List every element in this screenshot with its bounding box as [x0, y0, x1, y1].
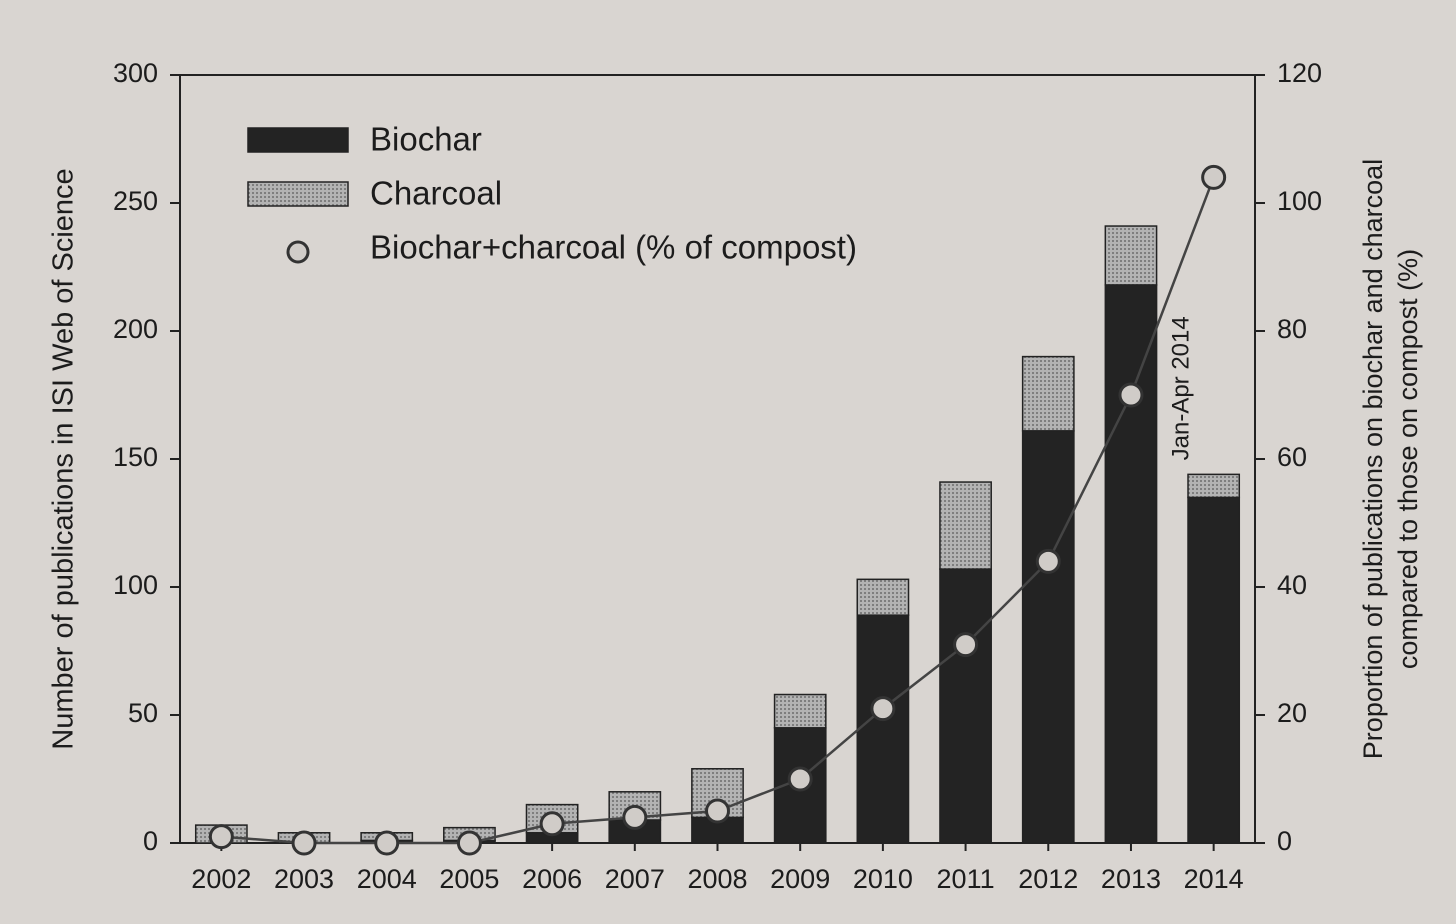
- x-tick-label: 2007: [605, 864, 665, 894]
- bar-segment: [1021, 355, 1075, 432]
- x-tick-label: 2003: [274, 864, 334, 894]
- y-tick-label: 250: [113, 186, 158, 216]
- bar-segment: [856, 614, 910, 844]
- line-point: [787, 766, 813, 792]
- bar-segment: [939, 481, 992, 570]
- y2-tick-label: 20: [1277, 698, 1307, 728]
- y2-tick-label: 60: [1277, 442, 1307, 472]
- line-point: [208, 824, 234, 850]
- y2-tick-label: 0: [1277, 826, 1292, 856]
- y-tick-label: 50: [128, 698, 158, 728]
- y-tick-label: 0: [143, 826, 158, 856]
- y2-tick-label: 40: [1277, 570, 1307, 600]
- x-tick-label: 2009: [770, 864, 830, 894]
- bar-segment: [1104, 284, 1158, 844]
- line-point: [1035, 548, 1061, 574]
- legend-label: Biochar: [370, 121, 482, 158]
- line-point: [539, 811, 565, 837]
- legend-swatch: [247, 127, 349, 153]
- x-tick-label: 2011: [937, 864, 995, 894]
- y-tick-label: 300: [113, 58, 158, 88]
- line-point: [291, 830, 317, 856]
- y2-tick-label: 80: [1277, 314, 1307, 344]
- line-point: [1201, 164, 1227, 190]
- legend-swatch: [247, 181, 349, 207]
- y2-tick-label: 100: [1277, 186, 1322, 216]
- annotation: Jan-Apr 2014: [1168, 316, 1195, 460]
- y2-axis-label: Proportion of publications on biochar an…: [1358, 159, 1388, 759]
- x-tick-label: 2005: [439, 864, 499, 894]
- bar-segment: [1021, 430, 1075, 844]
- bar-segment: [1104, 225, 1158, 286]
- y2-tick-label: 120: [1277, 58, 1322, 88]
- bar-segment: [939, 568, 992, 844]
- line-point: [953, 632, 979, 658]
- legend-label: Charcoal: [370, 175, 502, 212]
- y-tick-label: 200: [113, 314, 158, 344]
- bar-segment: [1187, 496, 1241, 844]
- line-point: [870, 696, 896, 722]
- line-point: [1118, 382, 1144, 408]
- bar-segment: [856, 578, 910, 616]
- x-tick-label: 2006: [522, 864, 582, 894]
- x-tick-label: 2014: [1184, 864, 1244, 894]
- y-tick-label: 100: [113, 570, 158, 600]
- line-point: [374, 830, 400, 856]
- y-axis-label: Number of publications in ISI Web of Sci…: [48, 168, 80, 749]
- line-point: [705, 798, 730, 824]
- x-tick-label: 2013: [1101, 864, 1161, 894]
- x-tick-label: 2012: [1018, 864, 1078, 894]
- x-tick-label: 2010: [853, 864, 913, 894]
- bar-segment: [773, 693, 827, 729]
- x-tick-label: 2004: [357, 864, 417, 894]
- y2-axis-label: compared to those on compost (%): [1393, 249, 1423, 669]
- x-tick-label: 2008: [687, 864, 747, 894]
- x-tick-label: 2002: [191, 864, 251, 894]
- line-point: [622, 804, 648, 830]
- y-tick-label: 150: [113, 442, 158, 472]
- line-point: [456, 830, 482, 856]
- legend-marker: [286, 240, 310, 264]
- legend-label: Biochar+charcoal (% of compost): [370, 229, 857, 266]
- bar-segment: [1187, 473, 1241, 499]
